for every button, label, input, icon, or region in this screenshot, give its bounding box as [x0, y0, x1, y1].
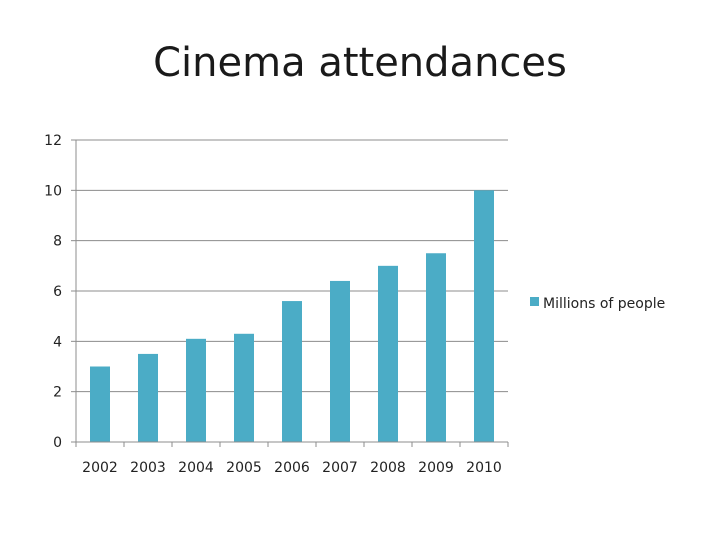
x-tick-label: 2006 — [274, 460, 310, 476]
x-tick-label: 2005 — [226, 460, 262, 476]
y-tick-label: 4 — [53, 334, 62, 350]
bar — [426, 253, 446, 442]
bar — [378, 265, 398, 442]
legend-label: Millions of people — [543, 296, 665, 312]
bar — [282, 301, 302, 442]
chart-title: Cinema attendances — [153, 40, 567, 86]
bar — [186, 338, 206, 442]
bar — [474, 190, 494, 442]
bars — [90, 190, 494, 442]
x-tick-label: 2003 — [130, 460, 166, 476]
x-axis-ticks: 2002 2003 2004 2005 2006 2007 2008 2009 2010 — [75, 442, 509, 476]
y-tick-label: 10 — [44, 183, 62, 199]
x-tick-label: 2009 — [418, 460, 454, 476]
y-axis-ticks: 0 2 4 6 8 10 12 — [44, 133, 76, 451]
bar — [138, 353, 158, 442]
axes — [75, 140, 508, 443]
legend: Millions of people — [530, 296, 665, 312]
x-tick-label: 2007 — [322, 460, 358, 476]
bar — [90, 366, 110, 442]
y-tick-label: 2 — [53, 385, 62, 401]
y-tick-label: 6 — [53, 284, 62, 300]
x-tick-label: 2008 — [370, 460, 406, 476]
bar — [330, 280, 350, 442]
y-tick-label: 0 — [53, 435, 62, 451]
x-tick-label: 2002 — [82, 460, 118, 476]
legend-swatch — [530, 297, 539, 306]
x-tick-label: 2004 — [178, 460, 214, 476]
y-tick-label: 12 — [44, 133, 62, 149]
y-tick-label: 8 — [53, 234, 62, 250]
x-tick-label: 2010 — [466, 460, 502, 476]
bar — [234, 333, 254, 442]
